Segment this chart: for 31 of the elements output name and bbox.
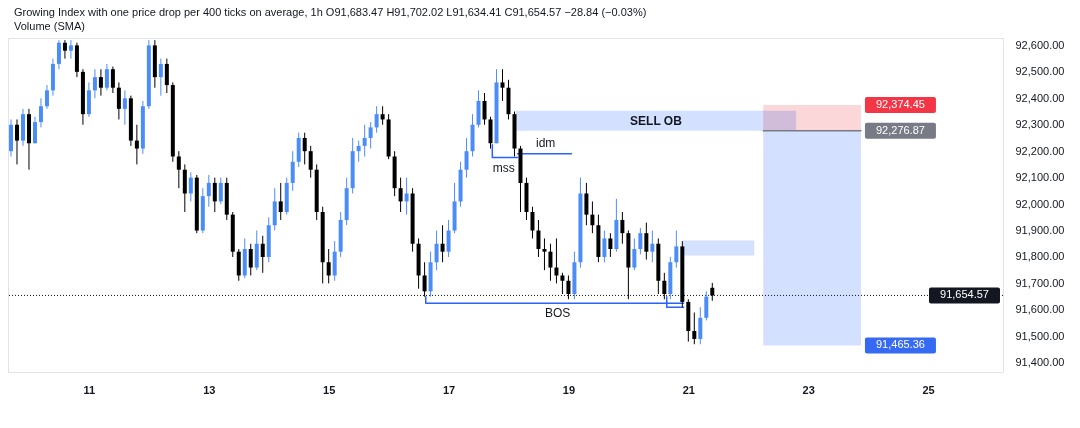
x-tick-label: 13 bbox=[203, 383, 216, 396]
x-tick-label: 11 bbox=[83, 383, 96, 396]
annotation: mss bbox=[492, 160, 515, 175]
y-tick-label: 92,400.00 bbox=[1015, 91, 1065, 104]
chart-subtitle: Volume (SMA) bbox=[14, 20, 85, 32]
y-tick-label: 91,700.00 bbox=[1015, 276, 1065, 289]
annotation: 92,276.87 bbox=[875, 123, 925, 136]
y-tick-label: 92,300.00 bbox=[1015, 118, 1065, 131]
y-tick-label: 91,600.00 bbox=[1015, 303, 1065, 316]
annotation: SELL OB bbox=[630, 113, 683, 128]
y-tick-label: 92,100.00 bbox=[1015, 171, 1065, 184]
y-tick-label: 92,600.00 bbox=[1015, 38, 1065, 51]
y-tick-label: 91,800.00 bbox=[1015, 250, 1065, 263]
x-tick-label: 23 bbox=[802, 383, 815, 396]
x-tick-label: 21 bbox=[682, 383, 695, 396]
y-tick-label: 91,500.00 bbox=[1015, 329, 1065, 342]
y-tick-label: 92,200.00 bbox=[1015, 144, 1065, 157]
y-tick-label: 92,500.00 bbox=[1015, 65, 1065, 78]
chart-title: Growing Index with one price drop per 400 ticks on average, 1h O91,683.47 H91,702.02 L91,634.41 C91,654.57 −28.84 (−0.03%) bbox=[14, 6, 647, 18]
x-tick-label: 25 bbox=[922, 383, 935, 396]
annotation: 91,465.36 bbox=[875, 338, 925, 351]
ref-line-label: 91,654.57 bbox=[940, 288, 989, 301]
y-tick-label: 92,000.00 bbox=[1015, 197, 1065, 210]
x-tick-label: 15 bbox=[323, 383, 336, 396]
annotation: BOS bbox=[544, 306, 571, 321]
y-tick-label: 91,400.00 bbox=[1015, 356, 1065, 369]
y-tick-label: 91,900.00 bbox=[1015, 224, 1065, 237]
annotation: 92,374.45 bbox=[875, 98, 925, 111]
annotation: idm bbox=[535, 135, 556, 150]
x-tick-label: 19 bbox=[562, 383, 576, 396]
x-tick-label: 17 bbox=[442, 383, 456, 396]
